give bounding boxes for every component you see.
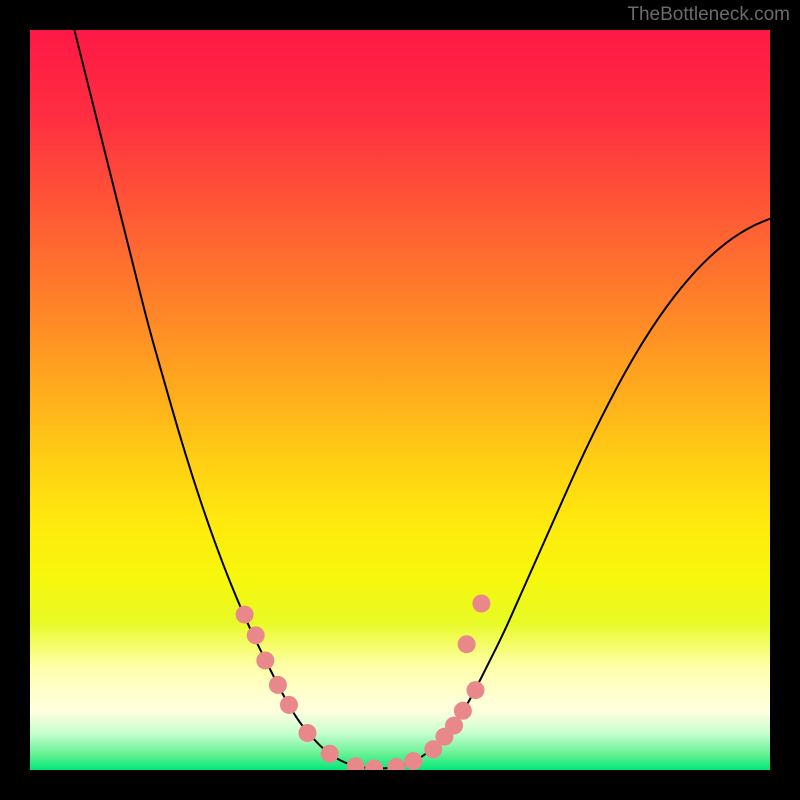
- marker-dot: [269, 676, 287, 694]
- chart-svg: [30, 30, 770, 770]
- chart-background: [30, 30, 770, 770]
- marker-dot: [404, 752, 422, 770]
- watermark-text: TheBottleneck.com: [627, 4, 790, 26]
- marker-dot: [466, 681, 484, 699]
- marker-dot: [321, 745, 339, 763]
- marker-dot: [256, 651, 274, 669]
- marker-dot: [280, 696, 298, 714]
- marker-dot: [472, 595, 490, 613]
- marker-dot: [454, 702, 472, 720]
- marker-dot: [299, 724, 317, 742]
- bottleneck-chart: [30, 30, 770, 770]
- marker-dot: [236, 606, 254, 624]
- marker-dot: [247, 626, 265, 644]
- marker-dot: [458, 635, 476, 653]
